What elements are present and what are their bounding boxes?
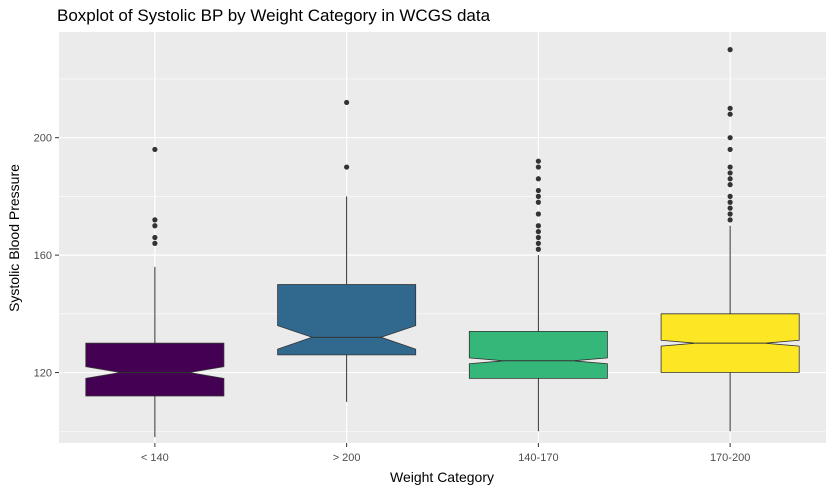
outlier-point [535,199,541,205]
outlier-point [727,146,733,153]
x-axis-title: Weight Category [390,469,494,485]
outlier-point [727,164,733,170]
x-tick-label: < 140 [141,452,169,464]
x-tick-label: 170-200 [710,452,750,464]
outlier-point [535,164,541,170]
outlier-point [727,170,733,176]
y-tick-label: 120 [34,368,52,380]
box-group [660,47,800,432]
y-tick-label: 160 [34,250,52,262]
y-axis-title: Systolic Blood Pressure [6,164,22,312]
outlier-point [727,47,733,53]
outlier-point [727,193,733,199]
outlier-point [152,234,158,241]
outlier-point [535,229,541,235]
chart-title: Boxplot of Systolic BP by Weight Categor… [57,6,491,25]
outlier-point [152,146,158,153]
outlier-point [727,211,733,217]
x-tick-label: 140-170 [518,452,558,464]
outlier-point [152,240,158,246]
outlier-point [344,99,350,106]
axis-layer: 120 160 200 < 140 > 200 140-170 170-200 [34,133,751,464]
box-group [85,146,225,438]
outlier-point [152,217,158,223]
outlier-point [727,111,733,117]
box-body [85,342,225,397]
outlier-point [535,240,541,246]
box-body [277,284,417,356]
outlier-point [727,105,733,111]
outlier-point [535,193,541,199]
outlier-point [727,217,733,223]
y-tick-label: 200 [34,133,52,145]
box-group [468,158,608,432]
outlier-point [344,164,350,170]
outlier-point [535,234,541,241]
outlier-point [535,223,541,229]
box-layer [85,47,800,438]
box-group [277,99,417,402]
outlier-point [727,205,733,211]
x-tick-label: > 200 [333,452,361,464]
outlier-point [535,176,541,182]
outlier-point [727,135,733,141]
outlier-point [535,187,541,194]
outlier-point [152,223,158,229]
outlier-point [535,211,541,217]
outlier-point [727,182,733,188]
outlier-point [535,158,541,164]
outlier-point [535,246,541,252]
outlier-point [727,176,733,182]
outlier-point [727,199,733,205]
box-body [468,330,608,379]
